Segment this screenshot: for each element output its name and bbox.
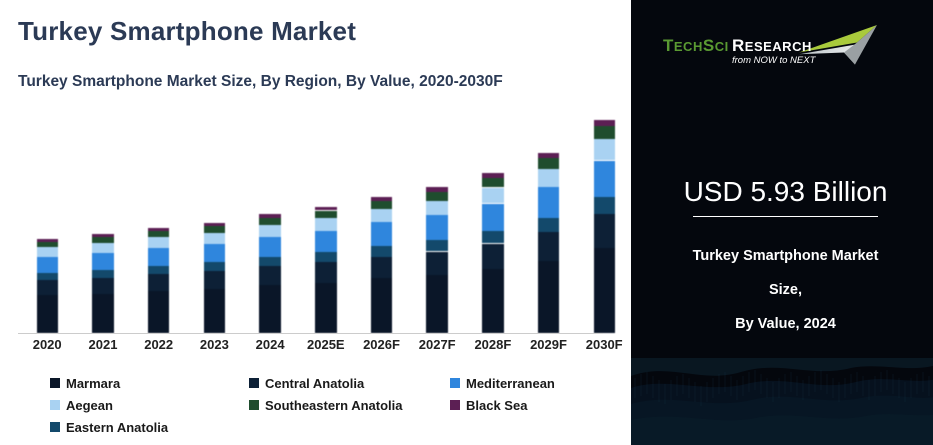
- svg-text:from NOW to NEXT: from NOW to NEXT: [732, 55, 817, 66]
- svg-text:TECHSCI: TECHSCI: [663, 36, 729, 55]
- svg-text:RESEARCH: RESEARCH: [732, 36, 812, 55]
